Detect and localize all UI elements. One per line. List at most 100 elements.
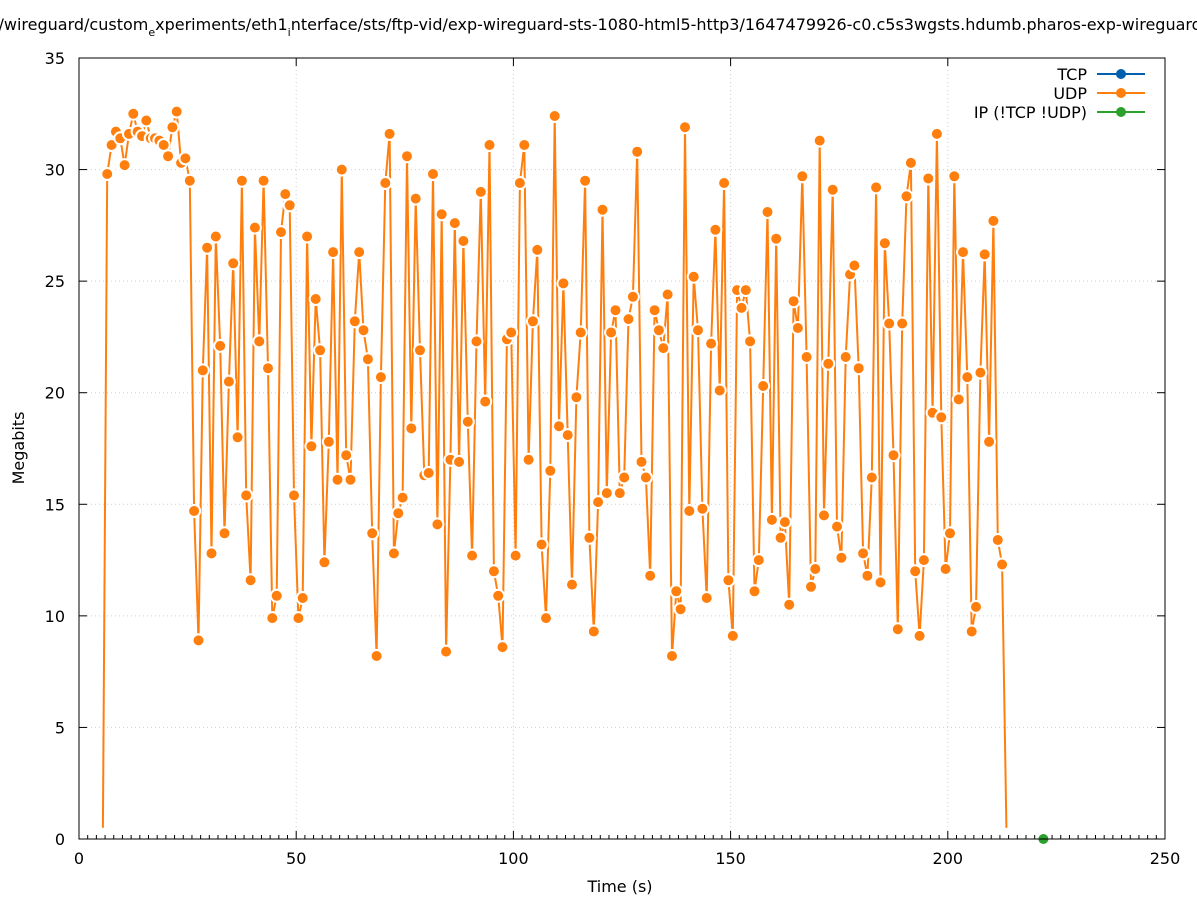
data-point	[400, 149, 414, 164]
data-point	[786, 294, 801, 309]
data-point	[191, 633, 206, 648]
data-point	[521, 452, 536, 467]
data-point	[943, 526, 957, 541]
data-point	[491, 588, 506, 603]
data-point	[517, 138, 532, 152]
data-point	[452, 454, 467, 469]
data-point	[756, 379, 771, 393]
data-point	[343, 472, 358, 487]
data-point	[313, 343, 328, 358]
data-point	[808, 562, 823, 576]
data-point	[830, 519, 844, 534]
data-point	[321, 434, 336, 449]
data-point	[165, 120, 180, 135]
data-point	[569, 390, 584, 405]
data-point	[200, 240, 215, 255]
y-tick-label: 35	[45, 49, 65, 68]
data-point	[456, 234, 471, 248]
data-point	[252, 334, 267, 349]
data-point	[534, 537, 549, 552]
data-point	[439, 644, 454, 659]
x-tick-label: 200	[933, 849, 964, 868]
data-point	[929, 126, 944, 141]
data-point	[278, 187, 293, 202]
data-point	[895, 316, 910, 331]
legend-label-ip: IP (!TCP !UDP)	[974, 103, 1087, 122]
data-point	[578, 173, 593, 188]
data-point	[643, 568, 658, 583]
data-point	[208, 229, 223, 244]
data-point	[956, 245, 970, 260]
data-point	[291, 611, 306, 626]
data-point	[282, 198, 297, 213]
data-point	[295, 591, 310, 605]
data-point	[964, 624, 979, 639]
data-point	[478, 394, 493, 409]
data-point	[812, 133, 827, 148]
data-point	[673, 602, 688, 617]
data-point	[921, 171, 936, 186]
data-point	[977, 247, 992, 262]
data-point	[847, 258, 862, 273]
data-point	[682, 504, 697, 518]
data-point	[274, 225, 288, 240]
data-point	[413, 343, 427, 358]
data-point	[460, 414, 475, 429]
data-point	[790, 321, 805, 335]
data-point	[334, 162, 349, 177]
data-point	[161, 149, 176, 164]
data-point	[630, 144, 645, 159]
data-point	[243, 573, 258, 588]
data-point	[908, 564, 923, 579]
data-point	[734, 300, 749, 315]
chart-title: us/wireguard/customexperiments/eth1inter…	[0, 15, 1197, 39]
data-point	[725, 628, 740, 643]
data-point	[990, 533, 1005, 547]
data-point	[391, 506, 406, 521]
data-point	[973, 365, 988, 380]
data-point	[886, 448, 901, 463]
data-point	[395, 490, 410, 505]
data-point	[182, 173, 197, 188]
data-point	[695, 501, 710, 516]
data-point	[591, 495, 606, 510]
data-point	[221, 374, 236, 389]
data-point	[382, 126, 397, 141]
data-point	[708, 222, 723, 237]
data-point	[365, 526, 380, 541]
legend-label-udp: UDP	[1053, 84, 1087, 103]
data-point	[660, 287, 675, 302]
data-point	[421, 466, 436, 480]
data-point	[265, 611, 280, 626]
data-point	[777, 515, 792, 530]
data-point	[178, 151, 193, 166]
x-tick-label: 0	[74, 849, 84, 868]
data-point	[317, 555, 332, 570]
data-point	[782, 597, 797, 612]
data-point	[504, 325, 519, 340]
data-point	[882, 316, 897, 331]
data-point	[139, 113, 154, 128]
data-point	[656, 341, 671, 356]
legend-marker	[1116, 88, 1126, 98]
data-point	[817, 508, 831, 523]
legend-marker	[1116, 107, 1126, 117]
x-tick-label: 150	[715, 849, 746, 868]
data-point	[530, 242, 545, 257]
data-point	[960, 370, 975, 385]
y-axis-label: Megabits	[9, 412, 28, 485]
data-point	[821, 356, 836, 371]
data-point	[156, 138, 171, 152]
data-point	[234, 173, 249, 188]
data-point	[543, 463, 558, 478]
data-point	[686, 269, 701, 284]
data-point	[699, 591, 714, 605]
x-axis-label: Time (s)	[586, 877, 652, 896]
data-point	[195, 363, 210, 378]
data-point	[573, 325, 588, 340]
data-point	[612, 486, 627, 501]
data-point	[169, 104, 184, 119]
data-point	[773, 530, 788, 545]
series-1	[100, 104, 1010, 828]
